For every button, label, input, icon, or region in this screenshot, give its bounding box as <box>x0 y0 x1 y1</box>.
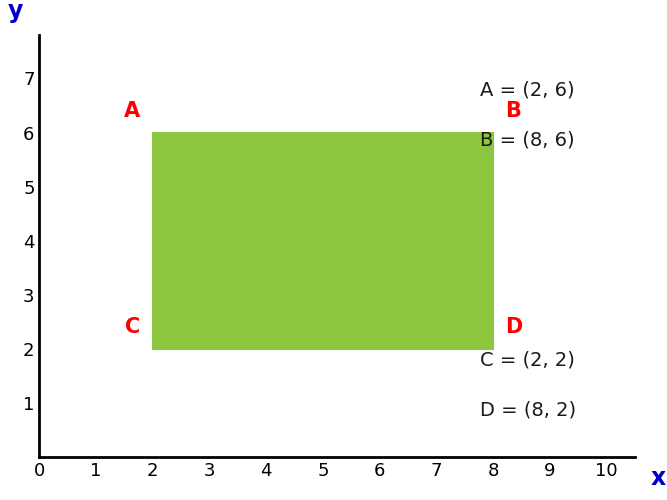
Text: A = (2, 6): A = (2, 6) <box>480 80 575 100</box>
Bar <box>153 132 493 349</box>
Y-axis label: y: y <box>8 0 23 22</box>
Text: D = (8, 2): D = (8, 2) <box>480 400 576 419</box>
Text: C = (2, 2): C = (2, 2) <box>480 350 575 370</box>
Text: B = (8, 6): B = (8, 6) <box>480 130 575 150</box>
Text: C: C <box>125 317 140 337</box>
Text: B: B <box>506 100 522 120</box>
X-axis label: x: x <box>651 466 666 489</box>
Text: A: A <box>124 100 140 120</box>
Text: D: D <box>506 317 523 337</box>
